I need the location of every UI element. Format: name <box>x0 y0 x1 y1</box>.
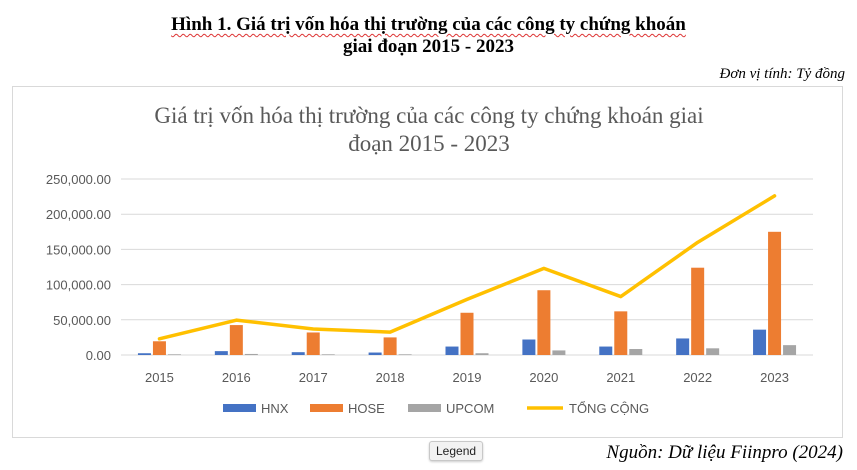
bar-upcom <box>475 353 489 355</box>
bar-hnx <box>137 353 151 355</box>
x-tick-label: 2018 <box>376 370 405 385</box>
unit-label: Đơn vị tính: Tỷ đồng <box>719 66 846 82</box>
chart-title-line1: Giá trị vốn hóa thị trường của các công … <box>154 103 703 128</box>
bar-hnx <box>214 351 228 355</box>
y-tick-label: 100,000.00 <box>46 278 111 293</box>
figure-title: Hình 1. Giá trị vốn hóa thị trường của c… <box>60 14 797 58</box>
bar-hose <box>152 341 166 355</box>
bar-hose <box>768 231 782 355</box>
bar-hose <box>614 311 628 355</box>
y-tick-label: 250,000.00 <box>46 172 111 187</box>
legend-swatch-hnx <box>223 404 256 412</box>
bar-hose <box>229 325 243 355</box>
y-tick-label: 0.00 <box>86 348 111 363</box>
bar-upcom <box>244 353 258 355</box>
bar-hnx <box>676 338 690 355</box>
x-tick-label: 2021 <box>606 370 635 385</box>
bar-upcom <box>398 354 412 355</box>
bar-hnx <box>368 352 382 355</box>
source-note: Nguồn: Dữ liệu Fiinpro (2024) <box>606 442 843 463</box>
bar-hnx <box>445 346 459 355</box>
bar-hnx <box>291 352 305 355</box>
x-tick-label: 2022 <box>683 370 712 385</box>
legend-label: UPCOM <box>446 401 494 416</box>
bar-upcom <box>629 349 643 355</box>
legend-swatch-upcom <box>408 404 441 412</box>
chart-svg: Giá trị vốn hóa thị trường của các công … <box>46 103 813 416</box>
chart-area[interactable]: Giá trị vốn hóa thị trường của các công … <box>12 86 843 438</box>
bar-upcom <box>552 350 566 355</box>
bar-hose <box>691 267 705 355</box>
x-tick-label: 2015 <box>145 370 174 385</box>
x-tick-label: 2017 <box>299 370 328 385</box>
bar-hose <box>306 332 320 355</box>
line-tong-cong <box>157 194 777 341</box>
x-tick-label: 2020 <box>529 370 558 385</box>
bar-upcom <box>321 354 335 355</box>
y-tick-label: 50,000.00 <box>53 313 111 328</box>
x-tick-label: 2019 <box>453 370 482 385</box>
legend-label: HOSE <box>348 401 385 416</box>
bar-hnx <box>599 346 613 355</box>
bar-hnx <box>522 339 536 355</box>
chart-title-line2: đoạn 2015 - 2023 <box>348 131 510 156</box>
legend-tooltip: Legend <box>429 441 484 461</box>
bar-upcom <box>167 354 181 355</box>
legend-label: HNX <box>261 401 289 416</box>
bar-hose <box>460 312 474 355</box>
figure-title-line2: giai đoạn 2015 - 2023 <box>342 36 515 57</box>
figure-title-line1: Hình 1. Giá trị vốn hóa thị trường của c… <box>171 14 686 35</box>
bar-hose <box>383 337 397 355</box>
bar-hose <box>537 290 551 355</box>
legend-label: TỔNG CỘNG <box>569 401 649 416</box>
legend-swatch-hose <box>310 404 343 412</box>
y-tick-label: 200,000.00 <box>46 207 111 222</box>
x-tick-label: 2023 <box>760 370 789 385</box>
bar-hnx <box>753 329 767 355</box>
bar-upcom <box>783 345 797 355</box>
y-tick-label: 150,000.00 <box>46 242 111 257</box>
bar-upcom <box>706 348 720 355</box>
x-tick-label: 2016 <box>222 370 251 385</box>
